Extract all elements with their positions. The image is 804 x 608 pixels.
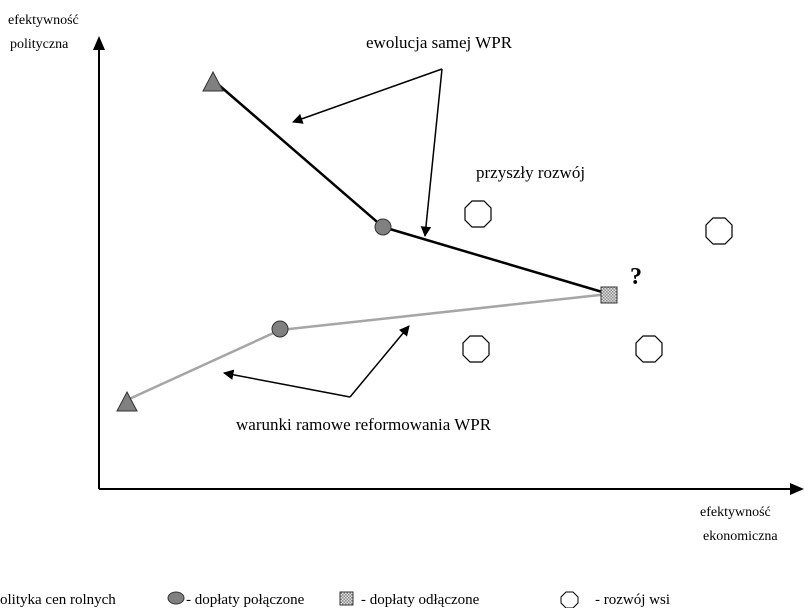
question-mark: ? (630, 264, 642, 290)
y-axis-label-line2: polityczna (10, 37, 69, 52)
legend-price-policy-label: olityka cen rolnych (0, 592, 116, 608)
circle-icon (167, 591, 185, 605)
octagon-icon (635, 335, 663, 363)
y-axis (93, 36, 105, 489)
triangle-icon (202, 70, 224, 92)
octagon-icon (560, 591, 579, 608)
evolution-arrows (292, 68, 443, 238)
x-axis-label-line1: efektywność (700, 505, 771, 520)
octagon-icon (705, 217, 733, 245)
checkered-square-icon (339, 591, 354, 606)
future-label: przyszły rozwój (476, 163, 585, 182)
x-axis-label-line2: ekonomiczna (703, 529, 778, 544)
triangle-icon (116, 390, 138, 412)
legend: olityka cen rolnych - dopłaty połączone … (0, 591, 670, 608)
legend-rural-label: - rozwój wsi (595, 592, 670, 608)
framework-label: warunki ramowe reformowania WPR (236, 415, 492, 434)
legend-coupled-label: - dopłaty połączone (186, 592, 305, 608)
rural-development-markers (462, 200, 733, 363)
legend-decoupled-label: - dopłaty odłączone (361, 592, 480, 608)
x-axis (99, 483, 804, 495)
framework-arrows (222, 325, 410, 398)
circle-icon (374, 218, 392, 236)
circle-icon (271, 320, 289, 338)
octagon-icon (462, 335, 490, 363)
evolution-label: ewolucja samej WPR (366, 33, 513, 52)
lower-path (126, 292, 610, 402)
octagon-icon (464, 200, 492, 228)
y-axis-label-line1: efektywność (8, 13, 79, 28)
checkered-square-icon (600, 286, 618, 304)
upper-path (212, 79, 610, 296)
